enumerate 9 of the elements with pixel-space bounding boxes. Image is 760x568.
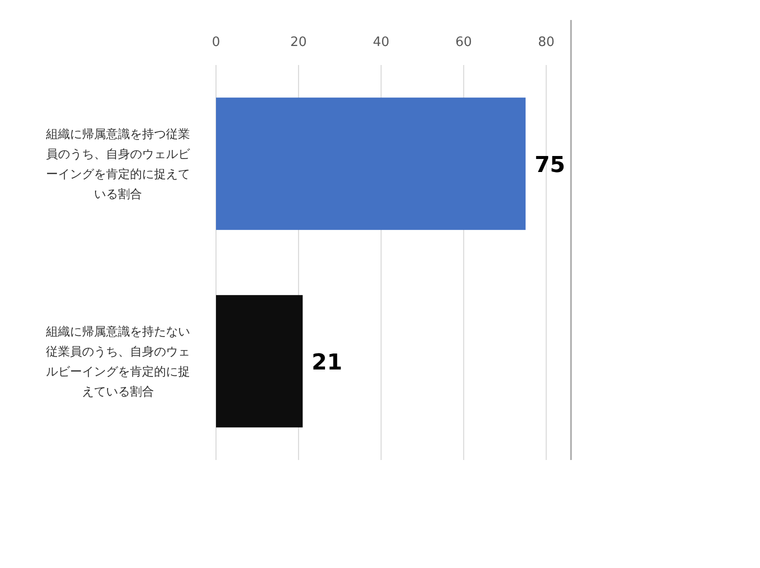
x-tick-label: 60 xyxy=(455,35,472,50)
x-tick-label: 40 xyxy=(372,35,390,50)
x-tick-label: 0 xyxy=(212,35,220,50)
y-tick-label: 組織に帰属意識を持たない従業員のうち、自身のウェルビーイングを肯定的に捉えている割合 xyxy=(45,324,190,398)
x-tick-label: 80 xyxy=(538,35,555,50)
data-label: 75 xyxy=(534,152,566,178)
y-tick-label: 組織に帰属意識を持つ従業員のうち、自身のウェルビーイングを肯定的に捉えている割合 xyxy=(45,126,191,201)
data-label: 21 xyxy=(312,350,342,376)
x-tick-label: 20 xyxy=(290,35,307,50)
